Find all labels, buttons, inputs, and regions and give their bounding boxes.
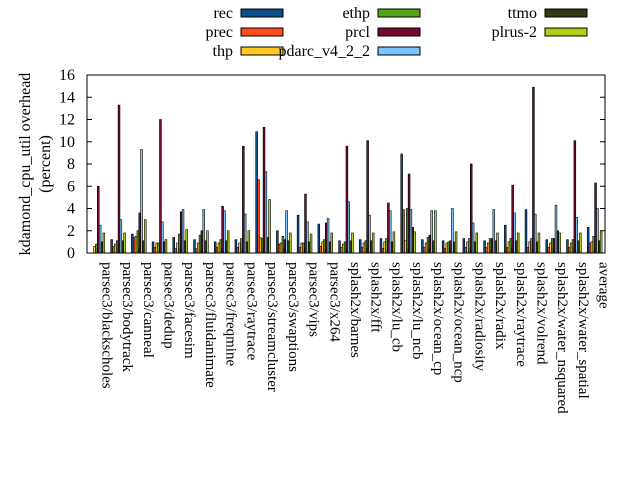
bar-plrus-2-splash2x-radix — [496, 232, 499, 254]
y-tick-label: 14 — [59, 89, 75, 106]
bar-plrus-2-parsec3-raytrace — [247, 230, 251, 254]
x-tick-label: splash2x/water_spatial — [575, 262, 591, 399]
bar-plrus-2-parsec3-vips — [309, 233, 313, 254]
x-tick-label: parsec3/canneal — [140, 262, 156, 358]
legend-item-prcl: prcl — [345, 24, 421, 41]
x-tick-label: parsec3/raytrace — [243, 262, 259, 361]
legend-swatch — [544, 8, 588, 18]
legend-item-prec: prec — [205, 24, 284, 41]
x-tick-label: splash2x/radiosity — [471, 262, 487, 372]
legend-label: plrus-2 — [492, 24, 537, 41]
x-tick-label: splash2x/ocean_ncp — [451, 262, 467, 383]
x-tick-label: splash2x/water_nsquared — [554, 262, 570, 414]
x-tick-label: parsec3/x264 — [326, 262, 342, 342]
bar-plrus-2-parsec3-bodytrack — [123, 232, 126, 254]
y-tick-label: 6 — [67, 178, 75, 195]
legend-item-plrus-2: plrus-2 — [492, 24, 588, 41]
legend-swatch — [240, 8, 284, 18]
bar-plrus-2-parsec3-facesim — [185, 229, 188, 254]
bar-plrus-2-parsec3-blackscholes — [102, 232, 106, 254]
bar-plrus-2-splash2x-water-spatial — [579, 232, 582, 254]
y-axis-label-line-2: (percent) — [37, 135, 54, 193]
y-tick-label: 0 — [67, 245, 75, 262]
bar-plrus-2-splash2x-barnes — [351, 232, 354, 254]
legend-label: pdarc_v4_2_2 — [278, 43, 370, 60]
x-tick-label: splash2x/radix — [492, 262, 508, 350]
x-tick-label: parsec3/facesim — [181, 262, 197, 359]
axes: 0 2 4 6 8 10 12 14 16 parsec3/blackscholes parsec3… — [59, 67, 612, 414]
y-tick-label: 16 — [59, 67, 75, 84]
bar-plrus-2-splash2x-lu-ncb — [413, 231, 416, 254]
x-tick-label: parsec3/bodytrack — [119, 262, 135, 372]
legend-item-rec: rec — [213, 5, 284, 22]
legend-swatch — [544, 27, 588, 37]
y-tick-label: 4 — [67, 201, 75, 218]
legend-swatch — [240, 46, 284, 56]
bar-pdarc_v4_2_2-parsec3-canneal — [140, 149, 143, 254]
bar-plrus-2-parsec3-fluidanimate — [206, 230, 209, 254]
bar-plrus-2-parsec3-x264 — [330, 232, 333, 254]
y-tick-label: 10 — [59, 134, 75, 151]
x-tick-label: parsec3/streamcluster — [264, 262, 280, 392]
bar-plrus-2-splash2x-water-nsquared — [558, 232, 561, 254]
bar-plrus-2-parsec3-dedup — [164, 239, 168, 254]
bar-rec-splash2x-volrend — [524, 209, 528, 254]
x-tick-label: parsec3/freqmine — [223, 262, 239, 366]
bar-plrus-2-parsec3-swaptions — [289, 232, 292, 254]
bar-plrus-2-average — [599, 231, 603, 254]
x-tick-label: parsec3/vips — [306, 262, 322, 337]
legend: rec prec thp ethp prcl pdarc_v4_2_2 ttmo plrus-… — [205, 5, 588, 60]
x-tick-label: splash2x/fft — [368, 262, 384, 333]
y-tick-label: 8 — [67, 156, 75, 173]
bar-plrus-2-splash2x-volrend — [537, 232, 541, 254]
x-tick-label: average — [596, 262, 612, 309]
legend-swatch — [240, 27, 284, 37]
legend-label: ethp — [342, 5, 370, 22]
x-tick-label: parsec3/swaptions — [285, 262, 301, 372]
bar-plrus-2-parsec3-canneal — [144, 219, 147, 254]
x-tick-label: parsec3/blackscholes — [98, 262, 114, 389]
x-tick-label: splash2x/ocean_cp — [430, 262, 446, 375]
legend-swatch — [377, 46, 421, 56]
y-axis-label-line-1: kdamond_cpu_util overhead — [17, 73, 34, 256]
legend-swatch — [377, 27, 421, 37]
legend-label: ttmo — [508, 5, 537, 22]
y-tick-label: 12 — [59, 112, 75, 129]
bar-plrus-2-splash2x-ocean-ncp — [454, 231, 458, 254]
x-tick-label: splash2x/barnes — [347, 262, 363, 358]
bar-plrus-2-splash2x-radiosity — [475, 232, 479, 254]
legend-label: thp — [213, 43, 233, 60]
bar-plrus-2-splash2x-fft — [371, 232, 375, 254]
legend-label: prcl — [345, 24, 370, 41]
x-tick-label: splash2x/raytrace — [513, 262, 529, 367]
bar-plrus-2-splash2x-ocean-cp — [434, 210, 437, 254]
legend-label: rec — [213, 5, 233, 22]
bar-plrus-2-parsec3-streamcluster — [268, 199, 271, 254]
bar-plrus-2-splash2x-raytrace — [517, 232, 520, 254]
legend-label: prec — [205, 24, 233, 41]
bar-plrus-2-parsec3-freqmine — [226, 230, 230, 254]
legend-item-thp: thp — [213, 43, 284, 60]
bar-plrus-2-splash2x-lu-cb — [392, 231, 396, 254]
y-axis-label: kdamond_cpu_util overhead (percent) — [17, 73, 54, 256]
legend-item-ttmo: ttmo — [508, 5, 588, 22]
x-tick-label: splash2x/volrend — [533, 262, 549, 365]
y-tick-label: 2 — [67, 223, 75, 240]
x-tick-label: parsec3/fluidanimate — [202, 262, 218, 388]
x-tick-label: parsec3/dedup — [161, 262, 177, 349]
legend-item-pdarc_v4_2_2: pdarc_v4_2_2 — [278, 43, 421, 60]
legend-item-ethp: ethp — [342, 5, 421, 22]
bars — [93, 86, 603, 254]
legend-swatch — [377, 8, 421, 18]
x-tick-label: splash2x/lu_cb — [388, 262, 404, 352]
x-tick-label: splash2x/lu_ncb — [409, 262, 425, 360]
